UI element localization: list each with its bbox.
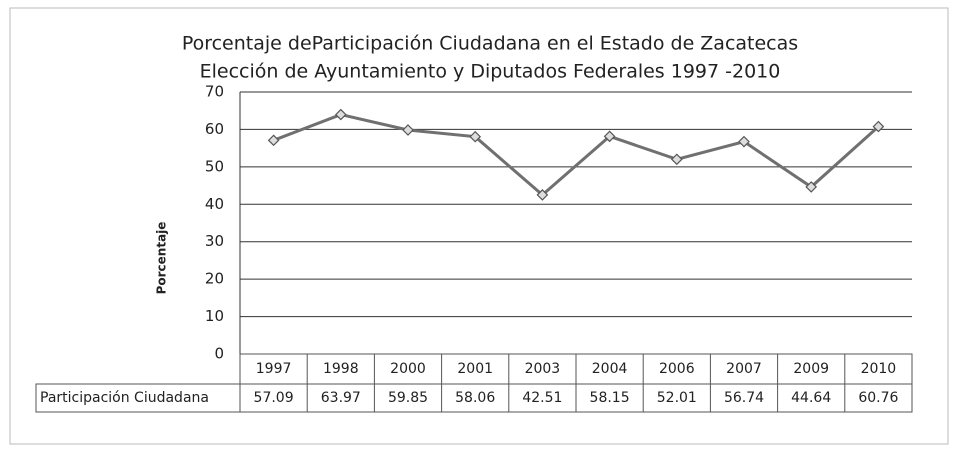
- y-tick-label: 20: [205, 270, 224, 288]
- legend-label: Participación Ciudadana: [40, 390, 209, 406]
- marker: [670, 153, 683, 166]
- y-tick-label: 70: [205, 83, 224, 101]
- y-tick-label: 50: [205, 157, 224, 175]
- table-value: 57.09: [254, 390, 294, 406]
- table-value: 59.85: [388, 390, 428, 406]
- x-tick-label: 2001: [457, 361, 493, 377]
- marker: [267, 134, 280, 147]
- x-tick-label: 2000: [390, 361, 426, 377]
- table-value: 56.74: [724, 390, 764, 406]
- x-tick-label: 2009: [793, 361, 829, 377]
- marker: [402, 124, 414, 136]
- marker: [469, 130, 482, 143]
- table-value: 60.76: [858, 390, 898, 406]
- x-tick-label: 1997: [256, 361, 292, 377]
- y-tick-label: 30: [205, 232, 224, 250]
- table-value: 58.06: [455, 390, 495, 406]
- table-value: 63.97: [321, 390, 361, 406]
- y-tick-label: 10: [205, 307, 224, 325]
- chart-border: [9, 7, 949, 445]
- chart-title: Porcentaje deParticipación Ciudadana en …: [182, 33, 798, 55]
- y-tick-label: 0: [214, 345, 224, 363]
- table-value: 58.15: [590, 390, 630, 406]
- marker: [872, 120, 885, 133]
- chart-subtitle: Elección de Ayuntamiento y Diputados Fed…: [200, 61, 781, 83]
- x-tick-label: 2010: [861, 361, 897, 377]
- marker: [334, 108, 347, 121]
- x-tick-label: 2007: [726, 361, 762, 377]
- marker: [536, 189, 549, 201]
- table-value: 52.01: [657, 390, 697, 406]
- marker: [603, 130, 616, 143]
- y-axis-label: Porcentaje: [155, 222, 169, 295]
- marker: [805, 181, 818, 193]
- y-tick-label: 60: [205, 120, 224, 138]
- line: [273, 113, 880, 197]
- x-tick-label: 2006: [659, 361, 695, 377]
- table-value: 44.64: [791, 390, 831, 406]
- x-tick-label: 1998: [323, 361, 359, 377]
- marker: [738, 135, 750, 148]
- x-tick-label: 2003: [525, 361, 561, 377]
- table-value: 42.51: [522, 390, 562, 406]
- x-tick-label: 2004: [592, 361, 628, 377]
- y-tick-label: 40: [205, 195, 224, 213]
